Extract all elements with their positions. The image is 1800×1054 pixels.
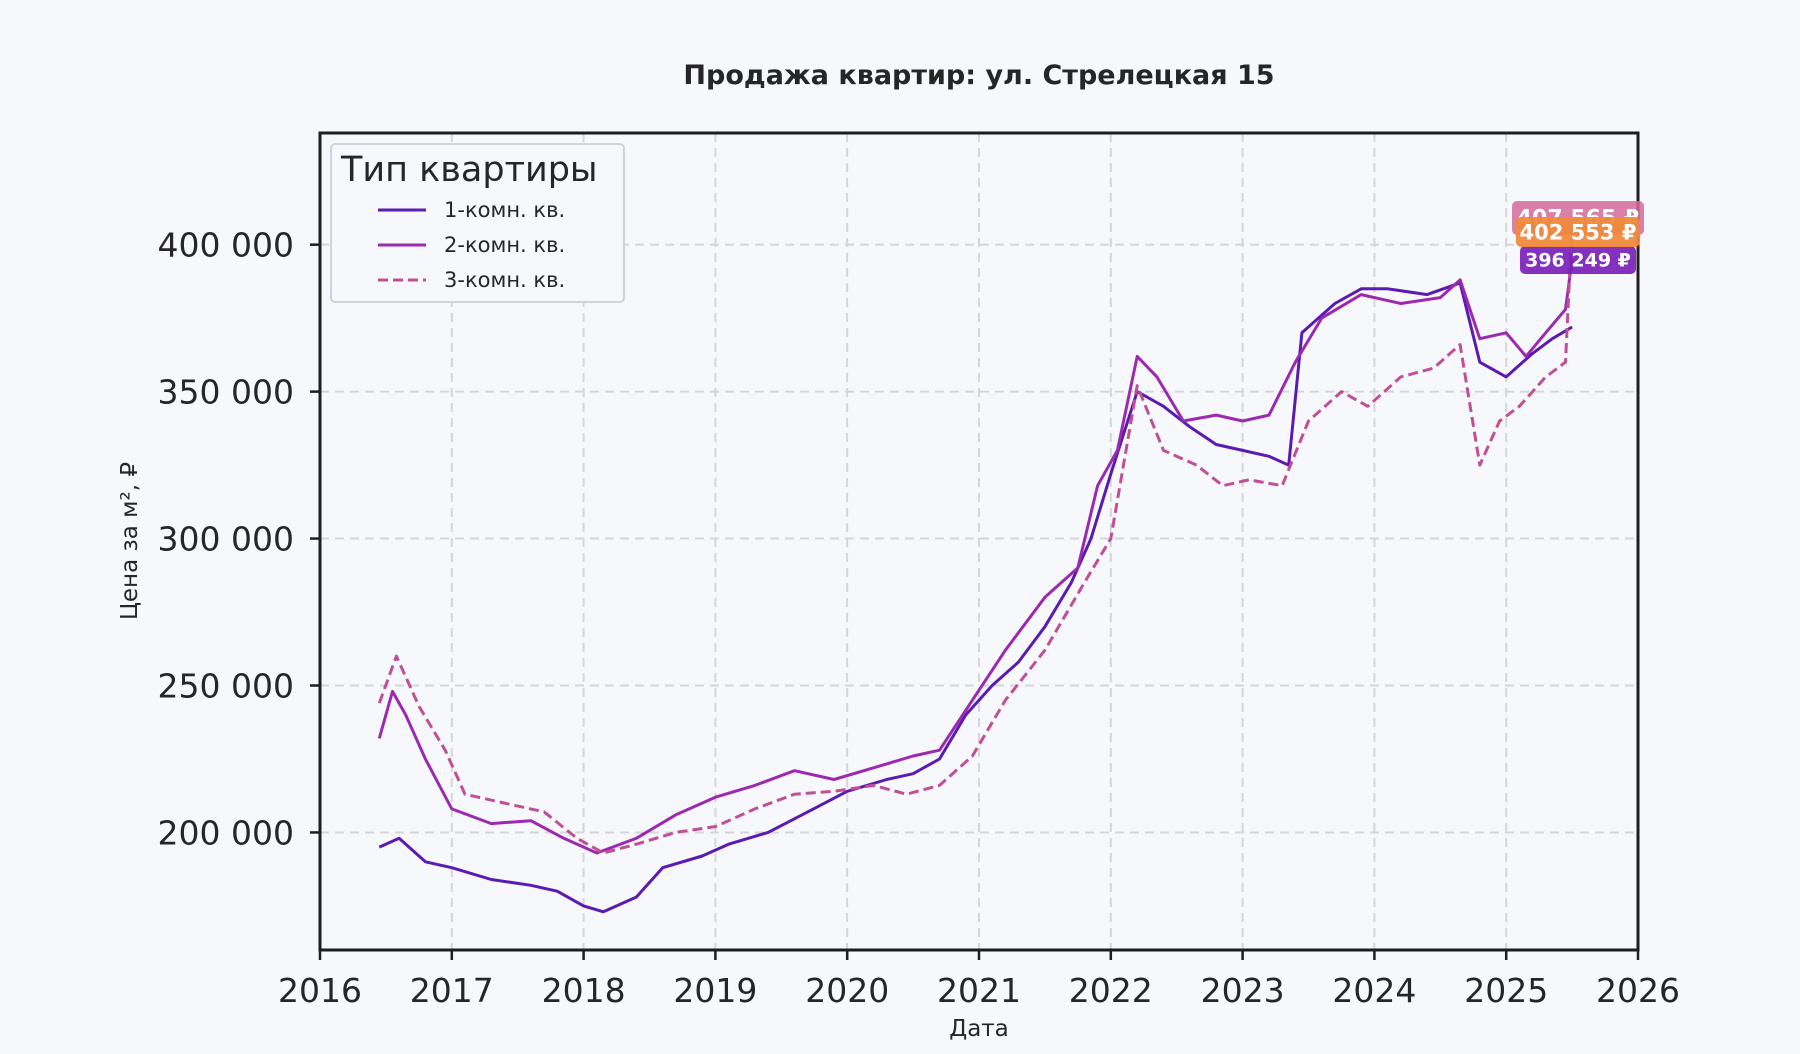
legend: Тип квартиры 1-комн. кв. 2-комн. кв. 3-ком… [330, 143, 625, 303]
series-line-1 [378, 281, 1573, 914]
legend-items: 1-комн. кв. 2-комн. кв. 3-комн. кв. [378, 198, 565, 292]
axes: 2016 2017 2018 2019 2020 2021 2022 2023 2024 2025… [158, 226, 1680, 1010]
x-tick-label: 2019 [673, 971, 757, 1010]
x-tick-label: 2023 [1201, 971, 1285, 1010]
x-tick-label: 2018 [542, 971, 626, 1010]
x-tick-label: 2017 [410, 971, 494, 1010]
legend-label-2: 2-комн. кв. [444, 233, 565, 257]
legend-label-3: 3-комн. кв. [444, 268, 565, 292]
x-tick-label: 2022 [1069, 971, 1153, 1010]
end-label-1: 396 249 ₽ [1525, 250, 1631, 272]
y-tick-label: 200 000 [158, 813, 294, 852]
end-label-2: 402 553 ₽ [1520, 220, 1637, 244]
y-tick-label: 350 000 [158, 373, 294, 412]
y-tick-label: 300 000 [158, 520, 294, 559]
x-axis-label: Дата [949, 1016, 1009, 1042]
legend-title: Тип квартиры [340, 150, 598, 190]
legend-label-1: 1-комн. кв. [444, 198, 565, 222]
x-tick-label: 2025 [1464, 971, 1548, 1010]
end-labels: 407 565 ₽396 249 ₽402 553 ₽ [1512, 201, 1644, 274]
y-tick-label: 250 000 [158, 667, 294, 706]
x-tick-label: 2026 [1596, 971, 1680, 1010]
x-tick-label: 2024 [1332, 971, 1416, 1010]
x-tick-label: 2021 [937, 971, 1021, 1010]
end-label-box-2 [1516, 217, 1640, 247]
y-tick-label: 400 000 [158, 226, 294, 265]
series-layer [377, 222, 1574, 914]
y-axis-label: Цена за м², ₽ [117, 462, 143, 620]
x-tick-label: 2016 [278, 971, 362, 1010]
series-line-3 [377, 222, 1574, 855]
end-label-box-1 [1520, 246, 1636, 274]
chart-title: Продажа квартир: ул. Стрелецкая 15 [683, 60, 1274, 91]
legend-box [330, 143, 625, 303]
series-line-2 [377, 259, 1574, 855]
x-tick-label: 2020 [805, 971, 889, 1010]
